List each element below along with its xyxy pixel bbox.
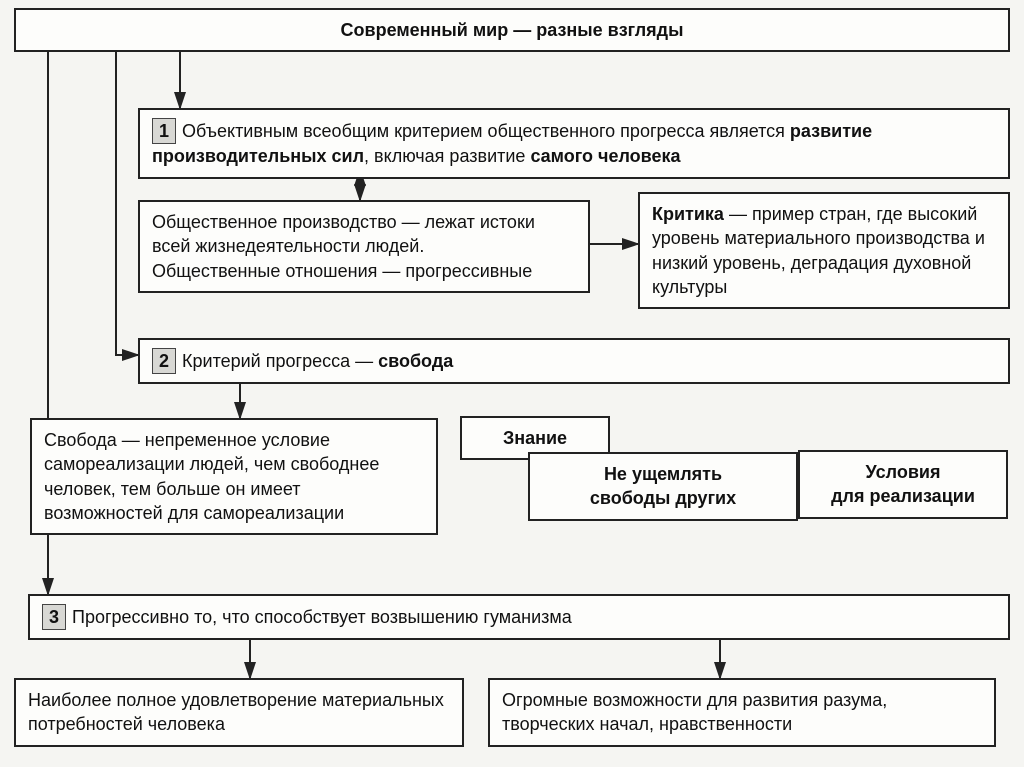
node-n3_left: Наиболее полное удовлетворение материаль… <box>14 678 464 747</box>
node-title: Современный мир — разные взгляды <box>14 8 1010 52</box>
node-n1_right: Критика — пример стран, где высокий уров… <box>638 192 1010 309</box>
node-n2_b: Не ущемлятьсвободы других <box>528 452 798 521</box>
node-n1: 1Объективным всеобщим критерием обществе… <box>138 108 1010 179</box>
node-n3_right: Огромные возможности для развития разума… <box>488 678 996 747</box>
node-n2_left: Свобода — непременное условие самореализ… <box>30 418 438 535</box>
node-n1_left: Общественное производство — лежат истоки… <box>138 200 590 293</box>
node-n2: 2Критерий прогресса — свобода <box>138 338 1010 384</box>
node-n2_c: Условиядля реализации <box>798 450 1008 519</box>
diagram-canvas: Современный мир — разные взгляды 1Объекти… <box>0 0 1024 767</box>
node-n3: 3Прогрессивно то, что способствует возвы… <box>28 594 1010 640</box>
edge-title_to_n2 <box>116 50 138 355</box>
